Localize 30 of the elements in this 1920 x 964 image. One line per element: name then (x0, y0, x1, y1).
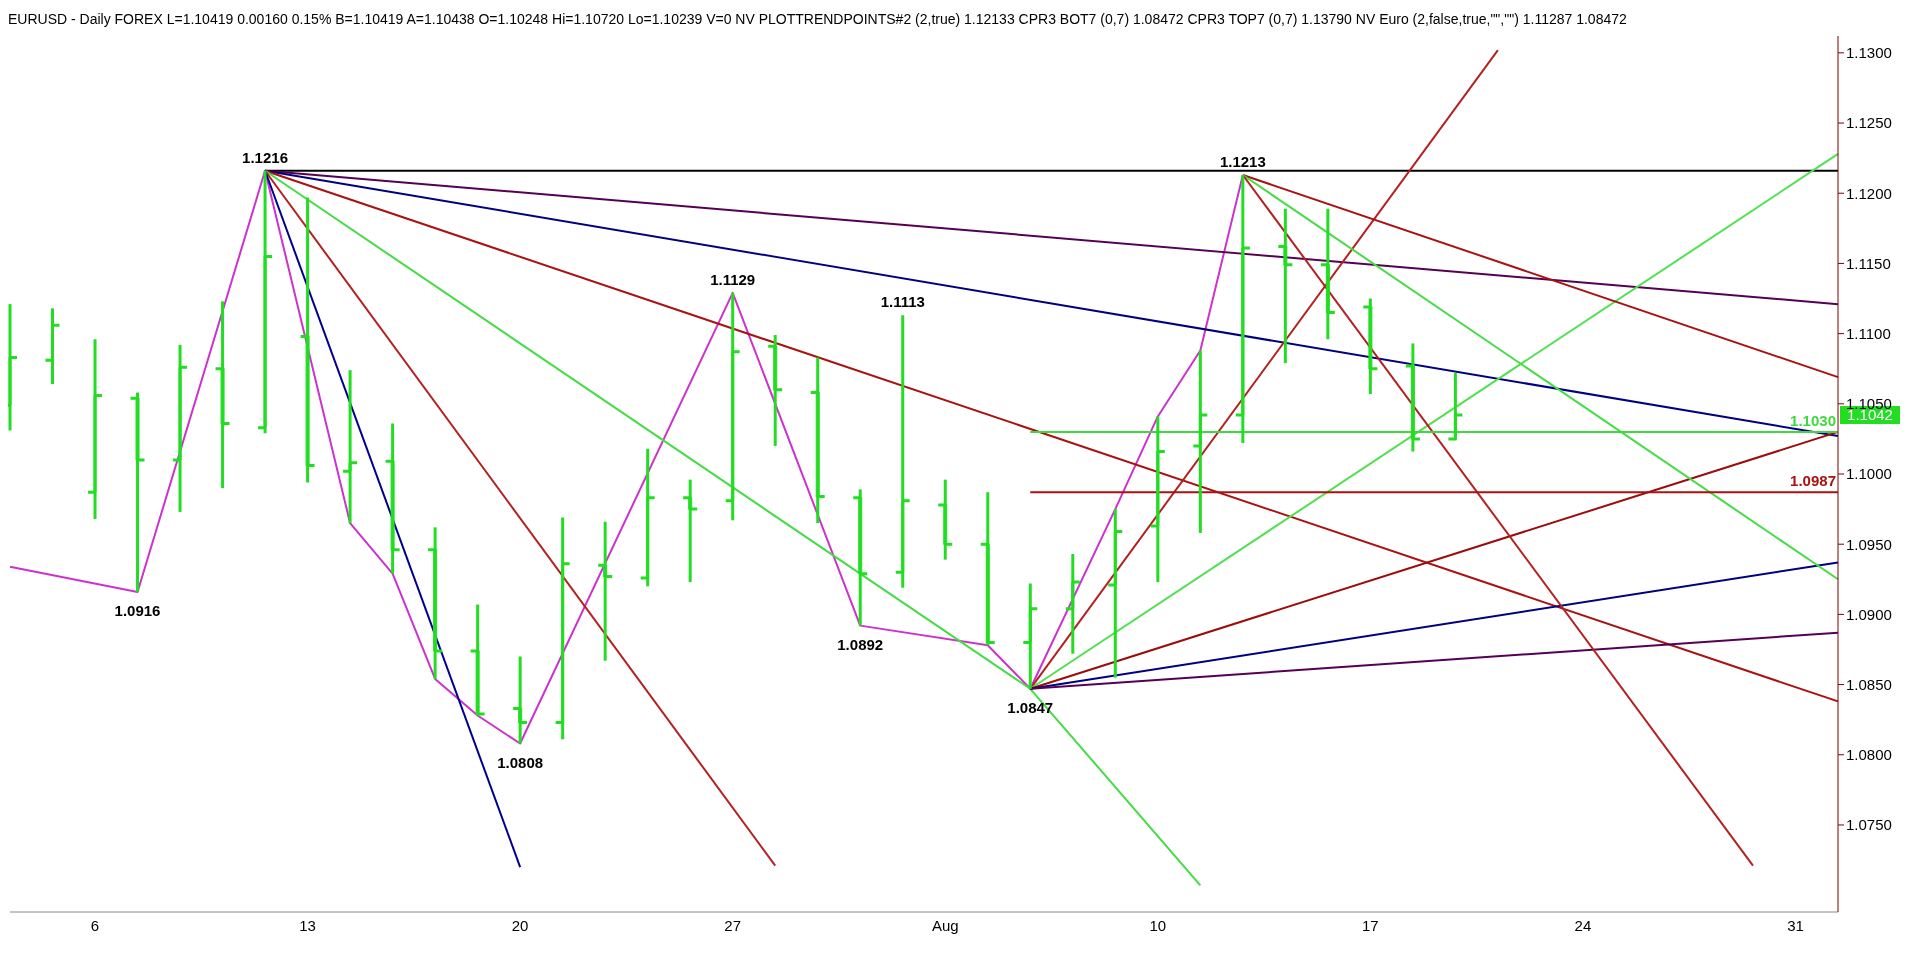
y-tick-label: 1.0900 (1846, 605, 1892, 623)
y-tick-label: 1.0800 (1846, 746, 1892, 764)
series-label: 1.0987 (1790, 472, 1836, 490)
annotation: 1.1129 (710, 270, 756, 288)
y-tick-label: 1.0950 (1846, 535, 1892, 553)
y-tick-label: 1.1000 (1846, 465, 1892, 483)
x-tick-label: 6 (90, 916, 100, 934)
y-tick-label: 1.0750 (1846, 816, 1892, 834)
annotation: 1.0808 (497, 753, 544, 771)
annotation: 1.1213 (1219, 152, 1266, 170)
y-tick-label: 1.1100 (1846, 324, 1891, 342)
x-tick-label: 20 (511, 916, 529, 934)
y-tick-label: 1.1150 (1846, 254, 1891, 272)
x-tick-label: 24 (1574, 916, 1592, 934)
annotation: 1.1216 (242, 148, 289, 166)
y-tick-label: 1.1200 (1846, 184, 1892, 202)
annotation: 1.1113 (880, 293, 925, 311)
y-tick-label: 1.1250 (1846, 114, 1892, 132)
x-tick-label: 27 (724, 916, 742, 934)
x-tick-label: 17 (1362, 916, 1379, 934)
x-tick-label: 31 (1787, 916, 1804, 934)
annotation: 1.0892 (837, 635, 884, 653)
y-tick-label: 1.1300 (1846, 44, 1892, 62)
x-tick-label: 10 (1149, 916, 1167, 934)
chart-title: EURUSD - Daily FOREX L=1.10419 0.00160 0.15% B=1.10419 A=1.10438 O=1.10248 Hi=1.10720 Lo=1.10239 V=0 NV PLOTTRENDPOINTS#2 (2,true) 1.12133 CPR3 BOT7 (0,7) 1.08472 CPR3 TOP7 (0,7) 1.13790 NV Euro (2,false,true,"","") 1.11287 1.08472 (8, 10, 1628, 29)
x-tick-label: 13 (299, 916, 316, 934)
y-tick-label: 1.0850 (1846, 675, 1892, 693)
series-label: 1.1030 (1790, 411, 1836, 429)
annotation: 1.0916 (114, 601, 161, 619)
x-tick-label: Aug (931, 916, 959, 934)
